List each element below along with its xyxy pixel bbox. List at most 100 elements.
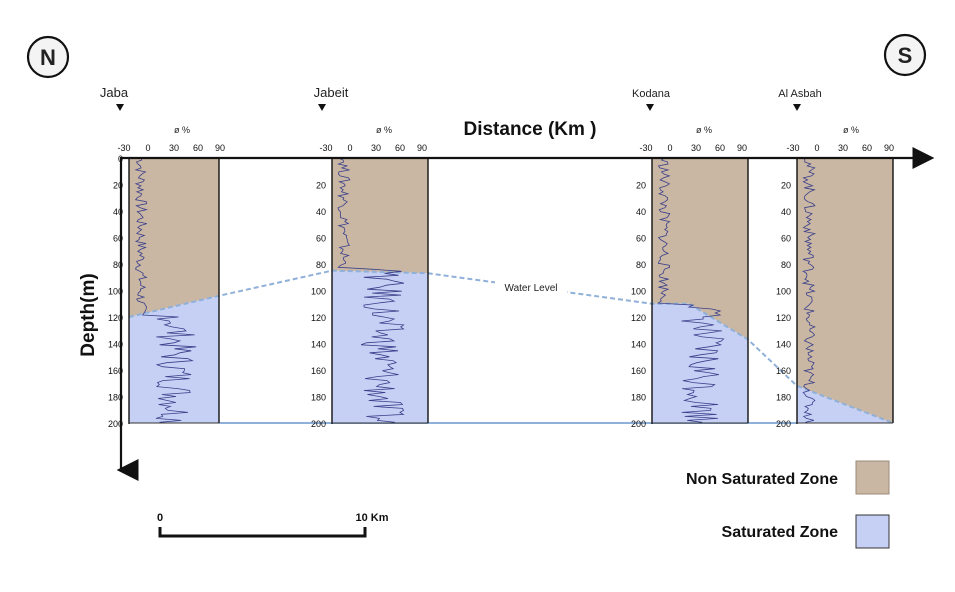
depth-tick-label: 140 [776, 340, 791, 350]
porosity-trace [337, 157, 405, 423]
depth-tick-label: 120 [776, 313, 791, 323]
depth-tick-label: 180 [631, 393, 646, 403]
depth-tick-label: 40 [113, 207, 123, 217]
depth-tick-label: 100 [108, 287, 123, 297]
porosity-tick-label: 60 [862, 143, 872, 153]
depth-tick-label: 140 [108, 340, 123, 350]
porosity-tick-label: -30 [117, 143, 130, 153]
depth-tick-label: 60 [316, 234, 326, 244]
depth-tick-label: 40 [636, 207, 646, 217]
depth-tick-label: 200 [631, 419, 646, 429]
porosity-tick-label: 60 [715, 143, 725, 153]
well-name: Kodana [632, 88, 671, 100]
depth-tick-label: 200 [776, 419, 791, 429]
north-label: N [40, 45, 56, 70]
porosity-tick-label: 60 [395, 143, 405, 153]
south-compass: S [883, 33, 927, 77]
porosity-unit-label: ø % [174, 125, 190, 135]
well-marker-icon [793, 104, 801, 111]
porosity-trace [134, 157, 197, 423]
depth-tick-label: 80 [113, 260, 123, 270]
non-saturated-zone [332, 158, 428, 274]
porosity-tick-label: -30 [786, 143, 799, 153]
depth-tick-label: 180 [776, 393, 791, 403]
legend-saturated-label: Saturated Zone [722, 524, 839, 541]
scale-bar-start: 0 [157, 512, 163, 524]
depth-tick-label: 160 [776, 366, 791, 376]
scale-bar: 0 10 Km [157, 512, 389, 538]
depth-tick-label: 200 [108, 419, 123, 429]
well-marker-icon [318, 104, 326, 111]
porosity-tick-label: 30 [838, 143, 848, 153]
porosity-unit-label: ø % [696, 125, 712, 135]
well-name: Jaba [100, 85, 129, 100]
depth-tick-label: 80 [781, 260, 791, 270]
scale-bar-end: 10 Km [355, 512, 388, 524]
depth-tick-label: 160 [108, 366, 123, 376]
porosity-unit-label: ø % [843, 125, 859, 135]
depth-tick-label: 80 [316, 260, 326, 270]
depth-tick-label: 100 [631, 287, 646, 297]
depth-tick-label: 20 [636, 181, 646, 191]
porosity-tick-label: 0 [667, 143, 672, 153]
porosity-tick-label: 90 [884, 143, 894, 153]
north-compass: N [26, 35, 70, 79]
depth-tick-label: 60 [781, 234, 791, 244]
depth-tick-label: 180 [311, 393, 326, 403]
porosity-unit-label: ø % [376, 125, 392, 135]
depth-tick-label: 200 [311, 419, 326, 429]
saturated-zone [129, 295, 219, 423]
legend-saturated-swatch [855, 514, 890, 549]
depth-tick-label: 140 [631, 340, 646, 350]
depth-tick-label: 0 [118, 154, 123, 164]
saturated-zone [332, 270, 428, 423]
water-level-label: Water Level [505, 283, 558, 294]
well-marker-icon [646, 104, 654, 111]
depth-tick-label: 20 [113, 181, 123, 191]
non-saturated-zone [652, 158, 748, 340]
well-name: Al Asbah [778, 88, 821, 100]
well-name: Jabeit [314, 85, 349, 100]
porosity-tick-label: 90 [737, 143, 747, 153]
depth-tick-label: 120 [108, 313, 123, 323]
porosity-tick-label: 0 [814, 143, 819, 153]
porosity-tick-label: 30 [371, 143, 381, 153]
porosity-log-traces [134, 157, 817, 423]
porosity-trace [801, 157, 817, 423]
porosity-tick-label: 90 [417, 143, 427, 153]
depth-tick-label: 100 [776, 287, 791, 297]
non-saturated-zone [129, 158, 219, 317]
depth-tick-label: 60 [113, 234, 123, 244]
legend-non-saturated-swatch [855, 460, 890, 495]
porosity-tick-label: 90 [215, 143, 225, 153]
south-label: S [898, 43, 913, 68]
well-panels [128, 158, 894, 424]
non-saturated-zone [797, 158, 893, 423]
depth-tick-label: 120 [311, 313, 326, 323]
porosity-tick-label: 30 [169, 143, 179, 153]
porosity-tick-label: -30 [639, 143, 652, 153]
depth-tick-label: 160 [311, 366, 326, 376]
depth-tick-label: 140 [311, 340, 326, 350]
porosity-tick-label: -30 [319, 143, 332, 153]
depth-tick-label: 120 [631, 313, 646, 323]
depth-tick-label: 180 [108, 393, 123, 403]
depth-tick-label: 40 [316, 207, 326, 217]
well-marker-icon [116, 104, 124, 111]
depth-tick-label: 100 [311, 287, 326, 297]
depth-axis-label: Depth(m) [78, 273, 99, 356]
depth-tick-label: 20 [316, 181, 326, 191]
legend: Non Saturated Zone Saturated Zone [686, 460, 890, 549]
porosity-tick-label: 60 [193, 143, 203, 153]
water-level-label-bg [495, 280, 567, 294]
saturated-zone [652, 303, 748, 423]
depth-tick-label: 60 [636, 234, 646, 244]
depth-tick-label: 160 [631, 366, 646, 376]
depth-tick-label: 80 [636, 260, 646, 270]
zone-fills [129, 158, 893, 424]
legend-non-saturated-label: Non Saturated Zone [686, 471, 838, 488]
chart-title: Distance (Km ) [463, 119, 596, 140]
depth-tick-label: 20 [781, 181, 791, 191]
